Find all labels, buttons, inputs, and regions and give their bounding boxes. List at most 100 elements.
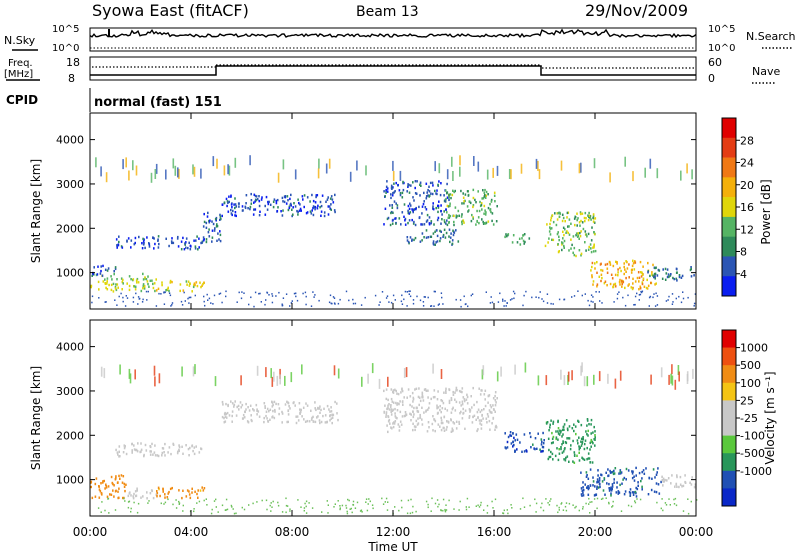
scatter-cell — [465, 398, 468, 401]
scatter-cell — [142, 283, 145, 286]
noise-cell — [639, 293, 642, 296]
scatter-cell — [519, 243, 522, 246]
scatter-cell — [654, 283, 656, 286]
scatter-cell — [227, 201, 229, 204]
noise-cell — [691, 169, 693, 180]
scatter-cell — [256, 408, 258, 411]
scatter-cell — [410, 419, 412, 422]
scatter-cell — [188, 490, 190, 493]
noise-cell — [442, 303, 444, 305]
scatter-cell — [223, 421, 226, 424]
scatter-cell — [106, 269, 109, 272]
scatter-cell — [629, 494, 632, 497]
noise-cell — [180, 300, 183, 303]
noise-cell — [133, 501, 135, 504]
noise-cell — [178, 503, 180, 505]
scatter-cell — [592, 431, 594, 434]
scatter-cell — [392, 408, 394, 411]
scatter-cell — [603, 282, 606, 285]
scatter-cell — [487, 193, 489, 196]
scatter-cell — [461, 387, 464, 390]
scatter-cell — [598, 275, 601, 278]
scatter-cell — [451, 408, 454, 411]
noise-cell — [158, 292, 160, 295]
scatter-cell — [460, 390, 462, 393]
noise-cell — [401, 506, 403, 509]
scatter-cell — [589, 215, 592, 218]
scatter-cell — [124, 445, 126, 448]
noise-cell — [473, 156, 475, 166]
scatter-cell — [478, 221, 480, 225]
noise-cell — [281, 303, 283, 306]
scatter-cell — [405, 413, 408, 416]
scatter-cell — [155, 278, 157, 281]
noise-cell — [347, 498, 349, 501]
scatter-cell — [484, 188, 486, 192]
scatter-cell — [437, 210, 439, 214]
scatter-cell — [171, 241, 173, 245]
noise-cell — [120, 292, 122, 295]
noise-cell — [327, 504, 329, 506]
scatter-cell — [445, 197, 447, 201]
scatter-cell — [440, 222, 442, 225]
noise-cell — [668, 295, 670, 298]
scatter-cell — [424, 206, 427, 209]
scatter-cell — [437, 183, 439, 187]
scatter-cell — [402, 180, 404, 184]
scatter-cell — [612, 264, 615, 268]
noise-cell — [522, 497, 524, 500]
scatter-cell — [142, 284, 145, 288]
scatter-cell — [398, 189, 401, 192]
scatter-cell — [642, 265, 644, 268]
scatter-cell — [387, 404, 389, 407]
scatter-cell — [109, 493, 111, 496]
noise-cell — [95, 157, 97, 168]
noise-cell — [438, 503, 440, 506]
scatter-cell — [288, 206, 291, 210]
scatter-cell — [512, 234, 515, 237]
nsky-line — [89, 28, 697, 39]
scatter-cell — [601, 276, 603, 280]
scatter-cell — [690, 266, 692, 269]
scatter-cell — [249, 404, 252, 407]
scatter-cell — [398, 429, 401, 432]
noise-cell — [334, 303, 336, 305]
scatter-cell — [154, 289, 156, 293]
scatter-cell — [286, 420, 288, 424]
noise-cell — [638, 299, 640, 301]
scatter-cell — [143, 287, 146, 290]
scatter-cell — [137, 442, 139, 445]
scatter-cell — [570, 238, 572, 241]
scatter-cell — [147, 282, 149, 286]
scatter-cell — [238, 408, 240, 411]
scatter-cell — [306, 419, 309, 423]
noise-cell — [582, 508, 584, 510]
scatter-cell — [477, 408, 480, 411]
scatter-cell — [438, 200, 440, 203]
scatter-cell — [632, 262, 635, 265]
scatter-cell — [584, 219, 586, 223]
scatter-cell — [228, 195, 230, 198]
scatter-cell — [652, 274, 654, 277]
scatter-cell — [482, 197, 485, 200]
scatter-cell — [581, 440, 584, 444]
noise-cell — [259, 292, 261, 295]
noise-cell — [445, 509, 448, 511]
scatter-cell — [693, 486, 696, 489]
noise-cell — [318, 158, 320, 169]
y-tick-label: 4000 — [56, 134, 84, 147]
scatter-cell — [320, 204, 323, 208]
nave-tick-bottom: 0 — [708, 72, 715, 85]
scatter-cell — [440, 428, 443, 432]
noise-cell — [105, 301, 107, 303]
noise-cell — [672, 301, 674, 303]
scatter-cell — [419, 183, 421, 186]
scatter-cell — [199, 489, 202, 492]
scatter-cell — [130, 239, 133, 242]
scatter-cell — [169, 279, 172, 283]
scatter-cell — [432, 429, 434, 432]
scatter-cell — [258, 195, 260, 198]
scatter-cell — [439, 193, 442, 197]
scatter-cell — [549, 455, 552, 459]
